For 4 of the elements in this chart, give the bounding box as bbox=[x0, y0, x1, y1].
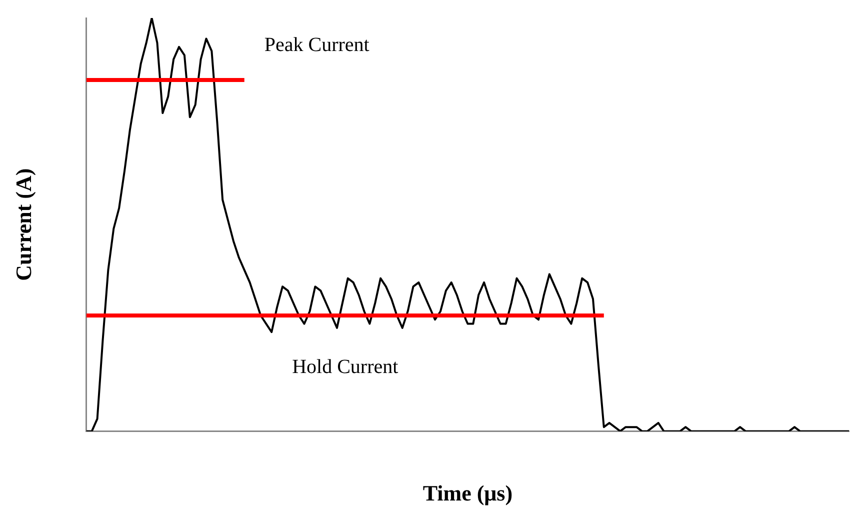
annotation: Hold Current bbox=[292, 356, 399, 378]
y-axis-title: Current (A) bbox=[10, 168, 36, 281]
x-axis-title: Time (μs) bbox=[422, 480, 513, 506]
annotation: Peak Current bbox=[264, 34, 370, 56]
